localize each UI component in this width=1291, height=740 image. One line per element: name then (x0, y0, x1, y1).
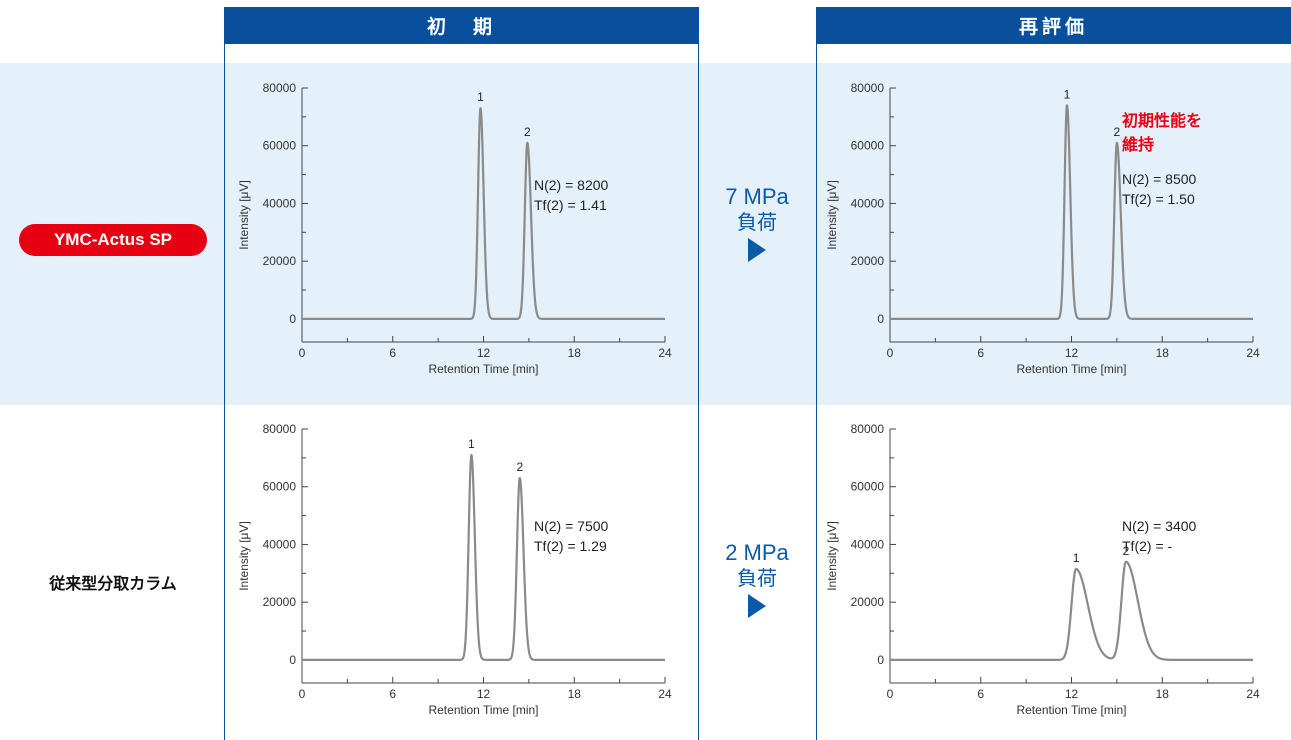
y-axis-label: Intensity [μV] (825, 180, 839, 250)
column-divider (816, 44, 817, 740)
y-tick-label: 20000 (263, 595, 297, 609)
x-tick-label: 12 (477, 687, 491, 701)
peak-label: 2 (1114, 125, 1121, 139)
x-tick-label: 0 (299, 346, 306, 360)
highlight-text: 初期性能を (1122, 111, 1202, 130)
y-tick-label: 80000 (263, 81, 297, 95)
y-axis-label: Intensity [μV] (237, 180, 251, 250)
x-axis-label: Retention Time [min] (428, 703, 538, 717)
x-axis-label: Retention Time [min] (1016, 703, 1126, 717)
y-tick-label: 0 (289, 653, 296, 667)
y-tick-label: 40000 (851, 196, 885, 210)
y-tick-label: 80000 (851, 422, 885, 436)
row-label-conventional: 従来型分取カラム (49, 574, 177, 593)
column-divider (224, 44, 225, 740)
annotation-text: N(2) = 7500 (534, 518, 609, 534)
peak-label: 1 (1064, 87, 1071, 101)
chromatogram-trace (301, 107, 666, 321)
annotation-text: Tf(2) = 1.41 (534, 197, 607, 213)
column-divider (698, 44, 699, 740)
chromatogram-trace (889, 560, 1254, 662)
x-tick-label: 0 (299, 687, 306, 701)
chromatogram-trace (889, 104, 1254, 321)
peak-label: 1 (477, 90, 484, 104)
y-axis-label: Intensity [μV] (825, 521, 839, 591)
load-label: 負荷 (737, 210, 777, 234)
x-tick-label: 0 (887, 687, 894, 701)
highlight-text: 維持 (1122, 135, 1154, 154)
annotation-text: Tf(2) = - (1122, 538, 1173, 554)
x-tick-label: 18 (568, 687, 582, 701)
pressure-value: 2 MPa (725, 540, 789, 565)
y-tick-label: 0 (289, 312, 296, 326)
header-reeval: 再評価 (816, 7, 1291, 44)
y-tick-label: 40000 (263, 537, 297, 551)
x-tick-label: 6 (389, 687, 396, 701)
y-tick-label: 80000 (263, 422, 297, 436)
y-tick-label: 60000 (263, 139, 297, 153)
peak-label: 1 (1073, 551, 1080, 565)
x-tick-label: 12 (477, 346, 491, 360)
y-tick-label: 60000 (851, 139, 885, 153)
arrow-right-icon (748, 594, 766, 618)
header-initial: 初 期 (224, 7, 699, 44)
x-tick-label: 6 (977, 346, 984, 360)
peak-label: 2 (516, 460, 523, 474)
peak-label: 1 (468, 437, 475, 451)
x-tick-label: 18 (568, 346, 582, 360)
x-tick-label: 24 (1246, 346, 1260, 360)
ymc-row-band (0, 63, 1291, 405)
y-tick-label: 20000 (851, 254, 885, 268)
chromatogram-trace (301, 453, 666, 662)
y-tick-label: 60000 (263, 480, 297, 494)
annotation-text: Tf(2) = 1.29 (534, 538, 607, 554)
annotation-text: Tf(2) = 1.50 (1122, 191, 1195, 207)
y-tick-label: 60000 (851, 480, 885, 494)
peak-label: 2 (1123, 544, 1130, 558)
annotation-text: N(2) = 8200 (534, 177, 609, 193)
annotation-text: N(2) = 3400 (1122, 518, 1197, 534)
arrow-right-icon (748, 238, 766, 262)
x-axis-label: Retention Time [min] (1016, 362, 1126, 376)
row-label-ymc: YMC-Actus SP (19, 224, 207, 256)
load-label: 負荷 (737, 566, 777, 590)
x-axis-label: Retention Time [min] (428, 362, 538, 376)
peak-label: 2 (524, 125, 531, 139)
x-tick-label: 6 (977, 687, 984, 701)
x-tick-label: 24 (658, 687, 672, 701)
pressure-arrow-bottom: 2 MPa 負荷 (697, 540, 817, 618)
y-tick-label: 40000 (263, 196, 297, 210)
x-tick-label: 24 (658, 346, 672, 360)
pressure-arrow-top: 7 MPa 負荷 (697, 184, 817, 262)
y-tick-label: 0 (877, 653, 884, 667)
x-tick-label: 12 (1065, 687, 1079, 701)
y-tick-label: 80000 (851, 81, 885, 95)
annotation-text: N(2) = 8500 (1122, 171, 1197, 187)
x-tick-label: 18 (1156, 346, 1170, 360)
x-tick-label: 6 (389, 346, 396, 360)
y-axis-label: Intensity [μV] (237, 521, 251, 591)
y-tick-label: 20000 (851, 595, 885, 609)
pressure-value: 7 MPa (725, 184, 789, 209)
x-tick-label: 12 (1065, 346, 1079, 360)
x-tick-label: 18 (1156, 687, 1170, 701)
y-tick-label: 20000 (263, 254, 297, 268)
y-tick-label: 40000 (851, 537, 885, 551)
x-tick-label: 24 (1246, 687, 1260, 701)
x-tick-label: 0 (887, 346, 894, 360)
y-tick-label: 0 (877, 312, 884, 326)
